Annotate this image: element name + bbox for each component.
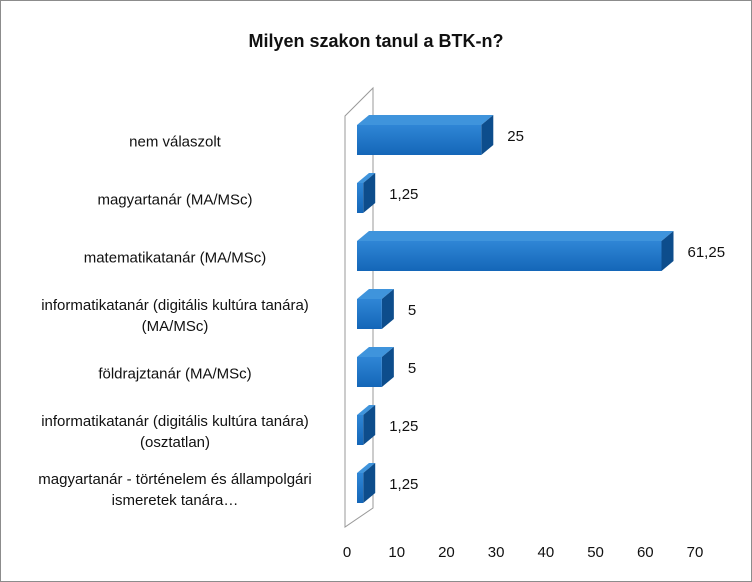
bar-top [357, 289, 394, 299]
x-tick-label: 50 [587, 544, 604, 561]
value-label: 1,25 [389, 186, 418, 203]
bar-top [357, 405, 376, 415]
bar [357, 415, 364, 445]
x-tick-label: 40 [538, 544, 555, 561]
bar-side [363, 463, 376, 503]
value-label: 5 [408, 302, 416, 319]
x-tick-label: 10 [388, 544, 405, 561]
bar-top [357, 173, 376, 183]
value-label: 61,25 [688, 244, 726, 261]
bar [357, 473, 364, 503]
category-label: földrajztanár (MA/MSc) [98, 365, 252, 383]
bar [357, 125, 482, 155]
bar-top [357, 347, 394, 357]
category-label: informatikatanár (digitális kultúra taná… [41, 413, 309, 451]
bar [357, 357, 382, 387]
bar-side [363, 173, 376, 213]
x-tick-label: 0 [343, 544, 351, 561]
x-tick-label: 70 [687, 544, 704, 561]
bar-side [381, 289, 394, 329]
bar [357, 241, 662, 271]
bar [357, 299, 382, 329]
category-label: informatikatanár (digitális kultúra taná… [41, 297, 309, 335]
bar-top [357, 231, 674, 241]
value-label: 25 [507, 128, 524, 145]
bar-top [357, 463, 376, 473]
bar-side [661, 231, 674, 271]
bar-side [481, 115, 494, 155]
category-label: nem válaszolt [129, 133, 221, 151]
chart-title: Milyen szakon tanul a BTK-n? [248, 31, 503, 51]
value-label: 1,25 [389, 418, 418, 435]
x-tick-label: 20 [438, 544, 455, 561]
bar [357, 183, 364, 213]
bar-top [357, 115, 494, 125]
value-label: 5 [408, 360, 416, 377]
category-label: magyartanár - történelem és állampolgári… [38, 471, 312, 509]
bar-side [363, 405, 376, 445]
category-label: matematikatanár (MA/MSc) [83, 249, 267, 267]
bar-side [381, 347, 394, 387]
category-label: magyartanár (MA/MSc) [97, 191, 253, 209]
x-tick-label: 60 [637, 544, 654, 561]
value-label: 1,25 [389, 476, 418, 493]
x-tick-label: 30 [488, 544, 505, 561]
